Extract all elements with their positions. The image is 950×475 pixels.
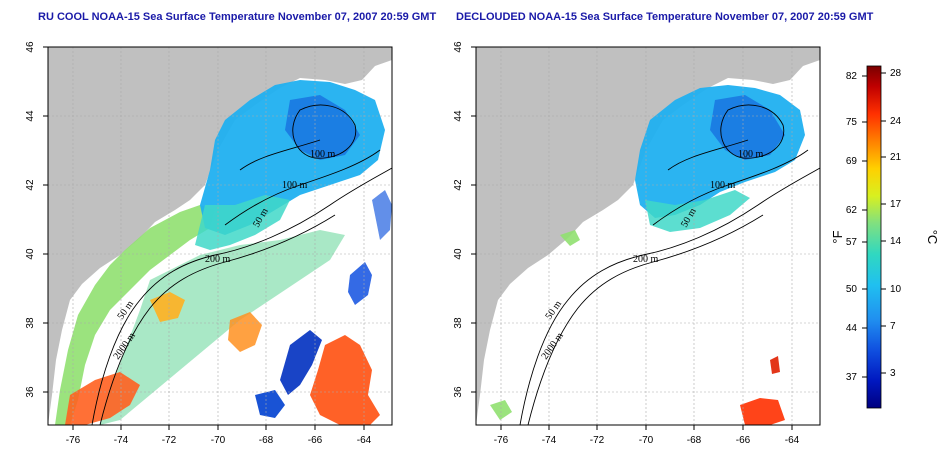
- celsius-label: 3: [890, 368, 896, 379]
- left-lat-label: 42: [25, 179, 36, 191]
- fahrenheit-label: 57: [846, 237, 858, 248]
- fahrenheit-label: 69: [846, 156, 858, 167]
- left-lat-label: 46: [25, 41, 36, 53]
- right-lon-label: -64: [785, 435, 800, 446]
- left-sst-cold-filament-b: [255, 390, 285, 418]
- celsius-tick-labels: 28 24 21 17 14 10 7 3: [890, 68, 902, 379]
- right-map-title: DECLOUDED NOAA-15 Sea Surface Temperatur…: [456, 11, 874, 23]
- right-map-frame: [475, 46, 821, 426]
- right-sst-shelf-cyan: [645, 190, 750, 232]
- right-axis-ticks: [471, 46, 793, 430]
- left-map: 100 m 100 m 200 m 50 m 50 m 2000 m -76 -…: [25, 41, 393, 446]
- left-sst-warm-patch-c: [150, 292, 185, 322]
- colorbar-ticks: [862, 72, 886, 378]
- unit-celsius: °C: [925, 230, 940, 245]
- fahrenheit-label: 37: [846, 372, 858, 383]
- fahrenheit-label: 75: [846, 117, 858, 128]
- left-contour-label-100b: 100 m: [282, 180, 308, 191]
- fahrenheit-label: 62: [846, 205, 858, 216]
- fahrenheit-label: 44: [846, 323, 858, 334]
- left-lon-tick-labels: -76 -74 -72 -70 -68 -66 -64: [66, 435, 372, 446]
- left-lon-label: -72: [162, 435, 177, 446]
- celsius-label: 17: [890, 199, 902, 210]
- left-lat-label: 40: [25, 248, 36, 260]
- left-sst-warm-patch-a: [228, 312, 262, 352]
- right-sst-green-patch: [560, 230, 580, 246]
- celsius-label: 21: [890, 152, 902, 163]
- right-lat-label: 38: [453, 317, 464, 329]
- right-contour-label-100a: 100 m: [738, 149, 764, 160]
- left-lon-label: -74: [114, 435, 129, 446]
- left-lat-tick-labels: 36 38 40 42 44 46: [25, 41, 36, 398]
- right-lon-label: -70: [639, 435, 654, 446]
- left-contour-label-100a: 100 m: [310, 149, 336, 160]
- celsius-label: 7: [890, 321, 896, 332]
- right-lat-label: 42: [453, 179, 464, 191]
- celsius-label: 10: [890, 284, 902, 295]
- right-lon-label: -74: [542, 435, 557, 446]
- right-lat-label: 44: [453, 110, 464, 122]
- right-contour-label-200: 200 m: [633, 254, 659, 265]
- left-lat-label: 38: [25, 317, 36, 329]
- right-lon-label: -66: [736, 435, 751, 446]
- colorbar-gradient: [866, 65, 882, 409]
- celsius-label: 14: [890, 236, 902, 247]
- left-axis-ticks: [43, 46, 365, 430]
- right-lat-label: 46: [453, 41, 464, 53]
- right-lat-label: 36: [453, 386, 464, 398]
- left-lat-label: 36: [25, 386, 36, 398]
- right-map: 100 m 100 m 200 m 50 m 50 m 2000 m -76 -…: [453, 41, 821, 446]
- temperature-colorbar: 82 75 69 62 57 50 44 37 28 24 21 17 14 1…: [830, 65, 940, 409]
- right-sst-warm-dots: [770, 356, 780, 374]
- right-lon-label: -76: [494, 435, 509, 446]
- left-sst-cold-filament-a: [280, 330, 322, 395]
- left-sst-warm-south: [65, 372, 140, 425]
- right-lon-tick-labels: -76 -74 -72 -70 -68 -66 -64: [494, 435, 800, 446]
- left-lon-label: -76: [66, 435, 81, 446]
- left-map-frame: [47, 46, 393, 426]
- right-sst-deep-cool: [710, 95, 785, 160]
- right-land-mass: [476, 47, 820, 425]
- left-grid-lines: [48, 47, 392, 425]
- right-lat-tick-labels: 36 38 40 42 44 46: [453, 41, 464, 398]
- right-contour-label-100b: 100 m: [710, 180, 736, 191]
- fahrenheit-label: 82: [846, 71, 858, 82]
- right-sst-warm-south: [740, 398, 785, 425]
- left-lon-label: -66: [308, 435, 323, 446]
- left-isobaths: [91, 104, 392, 425]
- right-sst-green-coast: [490, 400, 512, 420]
- unit-fahrenheit: °F: [830, 230, 845, 243]
- left-lat-label: 44: [25, 110, 36, 122]
- left-lon-label: -68: [259, 435, 274, 446]
- left-land-mass: [48, 47, 392, 425]
- right-lon-label: -72: [590, 435, 605, 446]
- left-sst-deep-cool: [285, 95, 360, 160]
- left-map-title: RU COOL NOAA-15 Sea Surface Temperature …: [38, 11, 437, 23]
- left-contour-label-200: 200 m: [205, 254, 231, 265]
- left-sst-warm-patch-b: [310, 335, 380, 425]
- right-isobaths: [519, 104, 820, 425]
- left-sst-cold-filament-d: [372, 190, 392, 240]
- celsius-label: 24: [890, 116, 902, 127]
- left-sst-cold-filament-c: [348, 262, 372, 305]
- left-lon-label: -70: [211, 435, 226, 446]
- left-lon-label: -64: [357, 435, 372, 446]
- right-lat-label: 40: [453, 248, 464, 260]
- celsius-label: 28: [890, 68, 902, 79]
- fahrenheit-label: 50: [846, 284, 858, 295]
- fahrenheit-tick-labels: 82 75 69 62 57 50 44 37: [846, 71, 858, 383]
- right-lon-label: -68: [687, 435, 702, 446]
